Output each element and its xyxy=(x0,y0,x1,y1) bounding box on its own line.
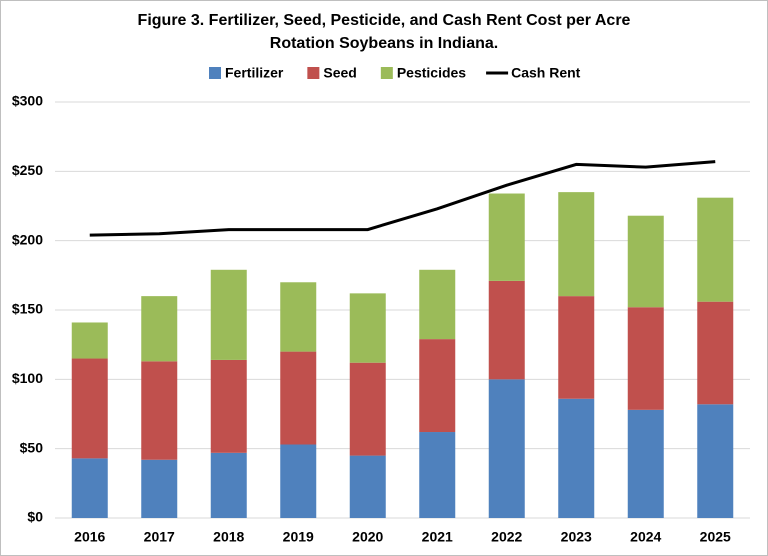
bar-segment xyxy=(71,322,108,359)
bar-segment xyxy=(349,362,386,456)
y-tick-label: $250 xyxy=(12,162,43,178)
bar-segment xyxy=(71,358,108,459)
bar-segment xyxy=(558,398,595,518)
bar-segment xyxy=(419,339,456,433)
bar-segment xyxy=(349,455,386,518)
x-tick-label: 2018 xyxy=(213,529,244,545)
bar-segment xyxy=(627,215,664,308)
x-tick-label: 2024 xyxy=(630,529,661,545)
bar-segment xyxy=(349,293,386,363)
x-tick-label: 2019 xyxy=(283,529,314,545)
bar-segment xyxy=(488,193,525,281)
bar-segment xyxy=(488,280,525,380)
bar-segment xyxy=(488,379,525,518)
x-tick-label: 2017 xyxy=(144,529,175,545)
bar-segment xyxy=(627,307,664,410)
y-tick-label: $100 xyxy=(12,370,43,386)
bar-segment xyxy=(141,361,178,460)
legend-label: Cash Rent xyxy=(511,65,581,81)
chart-title: Rotation Soybeans in Indiana. xyxy=(270,35,498,52)
bar-segment xyxy=(419,432,456,518)
legend-label: Seed xyxy=(323,65,356,81)
bar-segment xyxy=(280,282,317,352)
x-tick-label: 2025 xyxy=(700,529,731,545)
bar-segment xyxy=(697,404,734,518)
y-tick-label: $300 xyxy=(12,93,43,109)
bar-segment xyxy=(697,301,734,405)
legend-label: Fertilizer xyxy=(225,65,284,81)
x-tick-label: 2020 xyxy=(352,529,383,545)
bar-segment xyxy=(558,192,595,297)
bar-segment xyxy=(558,296,595,399)
bar-segment xyxy=(71,458,108,518)
bar-segment xyxy=(627,409,664,518)
y-tick-label: $200 xyxy=(12,231,43,247)
bar-segment xyxy=(141,296,178,362)
bar-segment xyxy=(280,351,317,445)
y-tick-label: $0 xyxy=(27,509,43,525)
bar-segment xyxy=(697,197,734,302)
bar-segment xyxy=(210,452,247,518)
legend-swatch xyxy=(209,67,221,79)
chart-title: Figure 3. Fertilizer, Seed, Pesticide, a… xyxy=(138,12,631,29)
y-tick-label: $50 xyxy=(20,439,44,455)
x-tick-label: 2022 xyxy=(491,529,522,545)
x-tick-label: 2023 xyxy=(561,529,592,545)
bar-segment xyxy=(210,269,247,360)
bar-segment xyxy=(280,444,317,518)
line-series xyxy=(89,160,716,237)
legend-label: Pesticides xyxy=(397,65,466,81)
x-tick-label: 2016 xyxy=(74,529,105,545)
legend-swatch xyxy=(307,67,320,79)
x-tick-label: 2021 xyxy=(422,529,453,545)
bar-segment xyxy=(141,459,178,518)
legend-swatch xyxy=(380,67,393,79)
y-tick-label: $150 xyxy=(12,301,43,317)
bar-segment xyxy=(210,359,247,453)
bar-segment xyxy=(419,269,456,340)
